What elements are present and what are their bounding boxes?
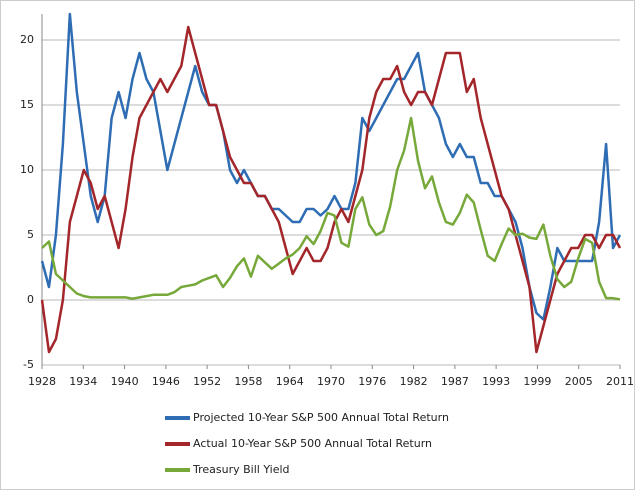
y-tick-label: 0: [27, 293, 34, 306]
x-tick-label: 2005: [565, 375, 593, 388]
x-tick-label: 1946: [152, 375, 180, 388]
x-tick-label: 1970: [317, 375, 345, 388]
x-tick-label: 1958: [234, 375, 262, 388]
x-tick-label: 1940: [111, 375, 139, 388]
y-tick-label: 10: [20, 163, 34, 176]
series-line: [41, 116, 621, 301]
legend-label: Actual 10-Year S&P 500 Annual Total Retu…: [193, 437, 432, 450]
series-line: [40, 12, 622, 321]
series-line: [40, 25, 622, 354]
legend-label: Treasury Bill Yield: [192, 463, 290, 476]
x-tick-label: 1987: [441, 375, 469, 388]
x-tick-label: 1982: [400, 375, 428, 388]
x-tick-label: 1952: [193, 375, 221, 388]
x-tick-label: 1934: [69, 375, 97, 388]
y-tick-label: 5: [27, 228, 34, 241]
x-tick-label: 1928: [28, 375, 56, 388]
y-tick-label: 20: [20, 33, 34, 46]
y-tick-label: 15: [20, 98, 34, 111]
x-tick-label: 1976: [358, 375, 386, 388]
x-tick-label: 2011: [606, 375, 634, 388]
x-tick-label: 1993: [482, 375, 510, 388]
x-tick-label: 1999: [523, 375, 551, 388]
x-tick-label: 1964: [276, 375, 304, 388]
legend-label: Projected 10-Year S&P 500 Annual Total R…: [193, 411, 449, 424]
y-tick-label: -5: [23, 358, 34, 371]
